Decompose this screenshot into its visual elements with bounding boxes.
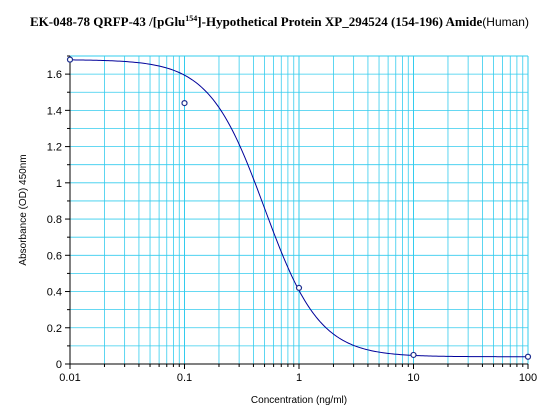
y-tick-label: 1.2 — [47, 142, 62, 154]
tick-labels: 0.01 0.1 1 10 100 0 0.2 0.4 0.6 0.8 1 1.2 1.4 1.6 — [47, 69, 537, 384]
y-tick-label: 1.6 — [47, 69, 62, 81]
y-axis-label: Absorbance (OD) 450nm — [18, 154, 29, 265]
data-points — [66, 56, 532, 360]
x-tick-label: 100 — [519, 372, 537, 384]
data-point — [181, 100, 188, 107]
axes — [65, 55, 529, 369]
data-point — [66, 56, 74, 63]
chart-title: EK-048-78 QRFP-43 /[pGlu154]-Hypothetica… — [30, 14, 529, 29]
grid — [70, 55, 529, 364]
y-tick-label: 0.8 — [47, 214, 62, 226]
y-tick-label: 0 — [56, 359, 62, 371]
data-point — [524, 353, 532, 360]
y-tick-label: 0.2 — [47, 323, 62, 335]
x-axis-label: Concentration (ng/ml) — [251, 395, 347, 406]
x-tick-label: 0.1 — [177, 372, 192, 384]
y-tick-label: 0.4 — [47, 287, 62, 299]
x-tick-label: 1 — [296, 372, 302, 384]
x-tick-label: 0.01 — [59, 372, 80, 384]
data-point — [410, 351, 417, 359]
x-tick-label: 10 — [407, 372, 419, 384]
data-point — [295, 284, 303, 292]
y-tick-label: 1 — [56, 178, 62, 190]
y-tick-label: 1.4 — [47, 105, 62, 117]
y-tick-label: 0.6 — [47, 250, 62, 262]
